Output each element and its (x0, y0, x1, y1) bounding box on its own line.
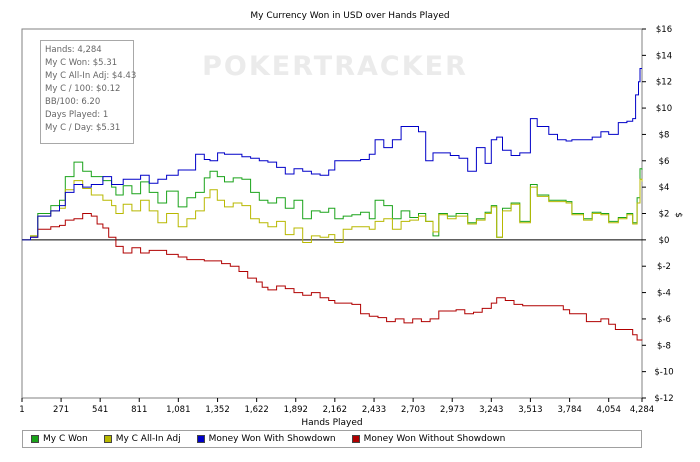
y-tick-label: $14 (656, 51, 672, 61)
y-tick-label: $-8 (657, 341, 671, 351)
legend-label: Money Won With Showdown (208, 434, 336, 444)
legend-item-showdown[interactable]: Money Won With Showdown (196, 434, 336, 444)
legend-item-all-in-adj[interactable]: My C All-In Adj (103, 434, 181, 444)
stats-days: Days Played: 1 (45, 110, 109, 120)
series-line-money-won-without-showdown (22, 213, 643, 341)
y-tick-label: $6 (659, 157, 670, 167)
legend-item-no-showdown[interactable]: Money Won Without Showdown (351, 434, 506, 444)
x-tick-label: 1,892 (284, 405, 308, 415)
x-tick-label: 541 (92, 405, 108, 415)
stats-bb-100: BB/100: 6.20 (45, 97, 101, 107)
watermark-text: POKERTRACKER (202, 51, 468, 82)
y-tick-label: $16 (656, 25, 672, 35)
x-tick-label: 3,243 (479, 405, 503, 415)
x-tick-label: 3,784 (557, 405, 581, 415)
y-tick-label: $-12 (654, 394, 673, 404)
stats-per-day: My C / Day: $5.31 (45, 123, 121, 133)
y-tick-label: $-6 (657, 315, 671, 325)
x-tick-label: 2,973 (440, 405, 464, 415)
stats-per-100: My C / 100: $0.12 (45, 84, 121, 94)
x-tick-label: 1,352 (205, 405, 229, 415)
x-tick-label: 1,622 (244, 405, 268, 415)
y-tick-label: $-4 (657, 289, 671, 299)
y-tick-label: $12 (656, 78, 672, 88)
legend-swatch-showdown (196, 435, 205, 443)
stats-hands: Hands: 4,284 (45, 45, 102, 55)
y-axis-label: $ (673, 212, 683, 218)
y-tick-label: $-2 (657, 262, 671, 272)
x-tick-label: 4,284 (630, 405, 654, 415)
x-tick-label: 2,433 (362, 405, 386, 415)
y-tick-label: $2 (659, 210, 670, 220)
series-line-money-won-with-showdown (22, 68, 642, 241)
x-tick-label: 1,081 (166, 405, 190, 415)
x-tick-label: 271 (53, 405, 69, 415)
legend-label: Money Won Without Showdown (363, 434, 506, 444)
legend-label: My C All-In Adj (115, 434, 181, 444)
x-axis-label: Hands Played (301, 418, 362, 428)
x-tick-label: 2,703 (401, 405, 425, 415)
y-tick-label: $8 (659, 130, 670, 140)
legend-swatch-all-in-adj (103, 435, 112, 443)
x-tick-label: 2,162 (323, 405, 347, 415)
stats-won: My C Won: $5.31 (45, 58, 118, 68)
series-line-my-c-all-in-adj (22, 178, 643, 243)
x-tick-label: 3,513 (518, 405, 542, 415)
legend-swatch-no-showdown (351, 435, 360, 443)
legend-label: My C Won (43, 434, 88, 444)
chart-title: My Currency Won in USD over Hands Played (250, 11, 449, 21)
legend-item-my-c-won[interactable]: My C Won (31, 434, 88, 444)
x-tick-label: 4,054 (597, 405, 621, 415)
stats-box: Hands: 4,284 My C Won: $5.31 My C All-In… (40, 40, 137, 144)
legend-swatch-my-c-won (31, 435, 39, 443)
y-tick-label: $-10 (654, 368, 673, 378)
y-tick-label: $10 (656, 104, 672, 114)
stats-allin-adj: My C All-In Adj: $4.43 (45, 71, 137, 81)
y-tick-label: $0 (659, 236, 670, 246)
x-tick-label: 811 (131, 405, 147, 415)
y-tick-label: $4 (659, 183, 670, 193)
chart-legend: My C Won My C All-In Adj Money Won With … (22, 430, 642, 448)
x-tick-label: 1 (19, 405, 24, 415)
